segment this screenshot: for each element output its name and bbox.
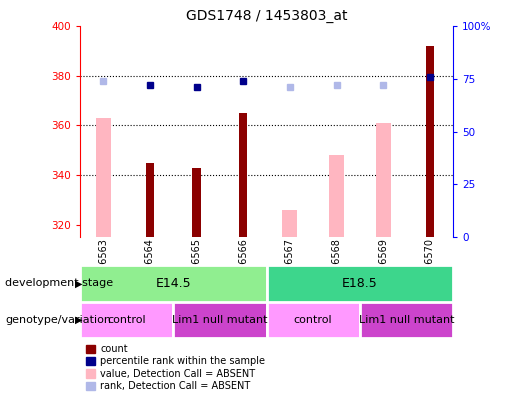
Title: GDS1748 / 1453803_at: GDS1748 / 1453803_at <box>186 9 347 23</box>
Bar <box>192 168 201 237</box>
Text: Lim1 null mutant: Lim1 null mutant <box>359 315 454 325</box>
Bar <box>282 210 297 237</box>
Bar <box>329 155 344 237</box>
Text: genotype/variation: genotype/variation <box>5 315 111 325</box>
Text: ▶: ▶ <box>75 279 82 288</box>
Text: GSM96570: GSM96570 <box>425 238 435 291</box>
Bar <box>146 162 154 237</box>
Text: E18.5: E18.5 <box>342 277 377 290</box>
Bar <box>267 265 453 302</box>
Text: ▶: ▶ <box>75 315 82 325</box>
Text: GSM96566: GSM96566 <box>238 238 248 291</box>
Bar <box>96 118 111 237</box>
Text: GSM96565: GSM96565 <box>192 238 201 291</box>
Text: GSM96563: GSM96563 <box>98 238 108 291</box>
Text: Lim1 null mutant: Lim1 null mutant <box>172 315 268 325</box>
Text: E14.5: E14.5 <box>156 277 191 290</box>
Legend: count, percentile rank within the sample, value, Detection Call = ABSENT, rank, : count, percentile rank within the sample… <box>84 343 266 392</box>
Bar <box>80 302 173 338</box>
Bar <box>426 46 434 237</box>
Text: GSM96568: GSM96568 <box>332 238 341 291</box>
Bar <box>173 302 267 338</box>
Bar <box>376 123 391 237</box>
Text: development stage: development stage <box>5 279 113 288</box>
Bar <box>360 302 453 338</box>
Bar <box>267 302 360 338</box>
Text: GSM96569: GSM96569 <box>378 238 388 291</box>
Bar <box>239 113 247 237</box>
Text: GSM96567: GSM96567 <box>285 238 295 291</box>
Text: control: control <box>107 315 146 325</box>
Text: GSM96564: GSM96564 <box>145 238 155 291</box>
Bar <box>80 265 267 302</box>
Text: control: control <box>294 315 333 325</box>
